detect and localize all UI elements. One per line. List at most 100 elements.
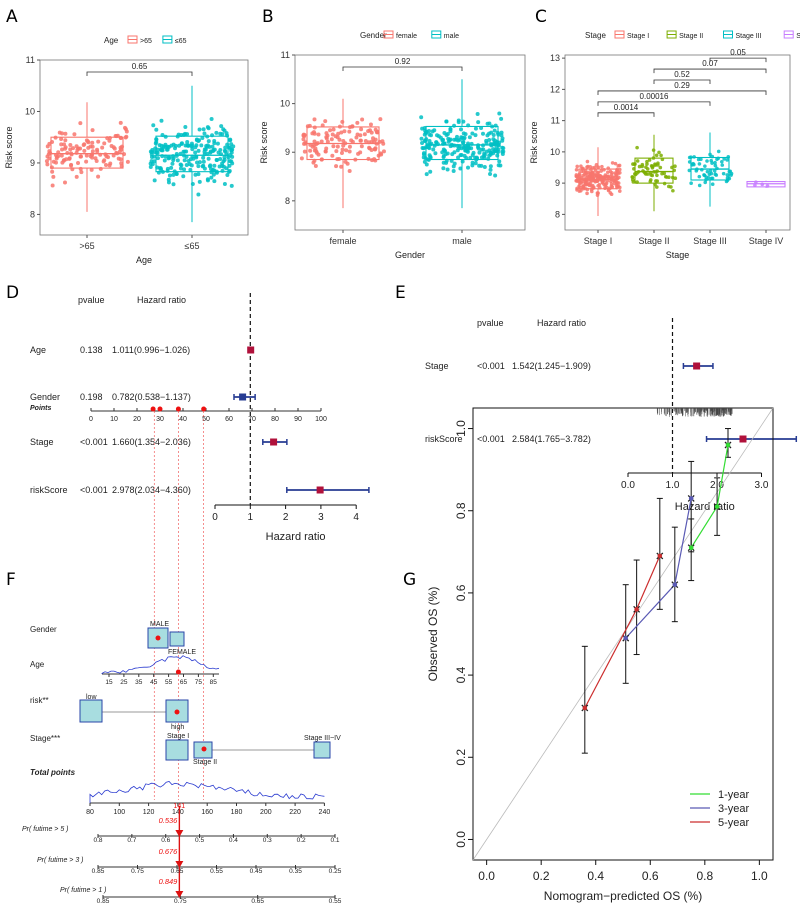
x-axis-label-b: Gender [395, 250, 425, 260]
calibration-point-fill-5-year [657, 553, 663, 559]
calibration-line-5-year [584, 555, 661, 709]
data-point-a [181, 174, 186, 179]
forest-point-d [270, 438, 278, 446]
data-point-b [421, 151, 426, 156]
nomogram-density-age [101, 655, 220, 674]
nomogram-arrow [175, 830, 184, 837]
data-point-a [208, 163, 213, 168]
data-point-b [440, 138, 445, 143]
data-point-c [631, 180, 636, 184]
data-point-a [200, 164, 205, 169]
data-point-a [221, 164, 226, 169]
pvalue-bracket-c [653, 68, 767, 74]
y-tick-label-c: 12 [550, 84, 560, 94]
data-point-a [229, 183, 234, 188]
data-point-c [608, 169, 613, 174]
data-point-c [658, 165, 663, 170]
nomogram-tick-label: 65 [180, 679, 188, 686]
data-point-b [324, 131, 329, 136]
legend-title-c: Stage [585, 31, 606, 40]
data-point-a [108, 161, 113, 166]
calibration-y-axis-label: Observed OS (%) [426, 587, 440, 682]
nomogram-category-label: Stage I [167, 733, 189, 740]
data-point-a [175, 158, 180, 163]
data-point-c [606, 174, 611, 179]
data-point-c [716, 149, 721, 154]
y-tick-label-a: 8 [30, 209, 35, 219]
data-point-a [84, 159, 89, 164]
legend-label-b: female [396, 33, 417, 40]
data-point-c [585, 159, 590, 164]
calibration-y-tick-label: 0.0 [454, 831, 468, 848]
calibration-point-fill-3-year [672, 582, 678, 587]
nomogram-row-label: risk** [30, 696, 49, 705]
data-point-b [473, 126, 478, 131]
data-point-b [355, 120, 360, 125]
data-point-b [330, 153, 335, 158]
data-point-c [699, 157, 703, 162]
data-point-c [616, 164, 621, 168]
data-point-a [123, 135, 128, 140]
data-point-b [347, 129, 352, 134]
data-point-a [162, 158, 167, 163]
data-point-c [575, 164, 580, 169]
data-point-a [220, 168, 225, 173]
y-tick-label-a: 10 [25, 106, 35, 116]
data-point-a [50, 169, 55, 174]
data-point-a [51, 159, 56, 164]
nomogram-tick-label: 20 [133, 416, 141, 423]
data-point-b [451, 169, 456, 174]
data-point-b [420, 146, 425, 151]
data-point-b [419, 115, 424, 120]
data-point-b [342, 129, 347, 134]
forest-point-e [739, 435, 747, 443]
forest-point-d [239, 393, 247, 401]
data-point-a [148, 161, 153, 166]
data-point-c [608, 190, 613, 195]
calibration-point-fill-1-year [725, 442, 731, 448]
y-tick-label-c: 10 [550, 147, 560, 157]
data-point-a [214, 157, 219, 162]
data-point-b [471, 150, 476, 155]
data-point-a [193, 150, 198, 155]
data-point-a [169, 165, 174, 170]
data-point-a [229, 150, 234, 155]
data-point-b [339, 164, 344, 169]
data-point-a [163, 142, 168, 147]
calibration-x-tick-label: 0.6 [642, 869, 659, 883]
data-point-b [313, 163, 318, 168]
data-point-b [345, 161, 350, 166]
data-point-a [46, 152, 51, 157]
data-point-b [487, 138, 492, 143]
panel-letter-a: A [6, 7, 18, 27]
y-tick-label-b: 10 [280, 99, 290, 109]
legend-title-a: Age [104, 36, 119, 45]
data-point-a [148, 165, 153, 170]
data-point-b [473, 161, 478, 166]
data-point-a [84, 153, 89, 158]
legend-label-c: Stage I [627, 33, 649, 40]
data-point-b [456, 155, 461, 160]
panel-letter-g: G [403, 570, 416, 590]
nomogram-arrow [175, 861, 184, 868]
panel-letter-f: F [6, 570, 16, 590]
nomogram-tick-label: 140 [172, 809, 184, 816]
data-point-b [339, 150, 344, 155]
nomogram-marker [155, 635, 161, 641]
data-point-a [154, 127, 159, 132]
data-point-c [653, 162, 657, 166]
data-point-c [602, 167, 606, 172]
forest-point-d [247, 346, 255, 354]
data-point-b [368, 122, 373, 127]
forest-header-hr-d: Hazard ratio [137, 295, 186, 305]
forest-header-pvalue-d: pvalue [78, 295, 105, 305]
data-point-b [497, 159, 502, 164]
plot-frame-b [294, 54, 526, 231]
nomogram-tick-label: 0.65 [171, 868, 184, 875]
data-point-a [197, 127, 202, 132]
nomogram-marker [175, 669, 181, 675]
data-point-a [188, 157, 193, 162]
data-point-c [645, 159, 649, 164]
data-point-c [673, 176, 678, 180]
data-point-a [222, 148, 227, 153]
